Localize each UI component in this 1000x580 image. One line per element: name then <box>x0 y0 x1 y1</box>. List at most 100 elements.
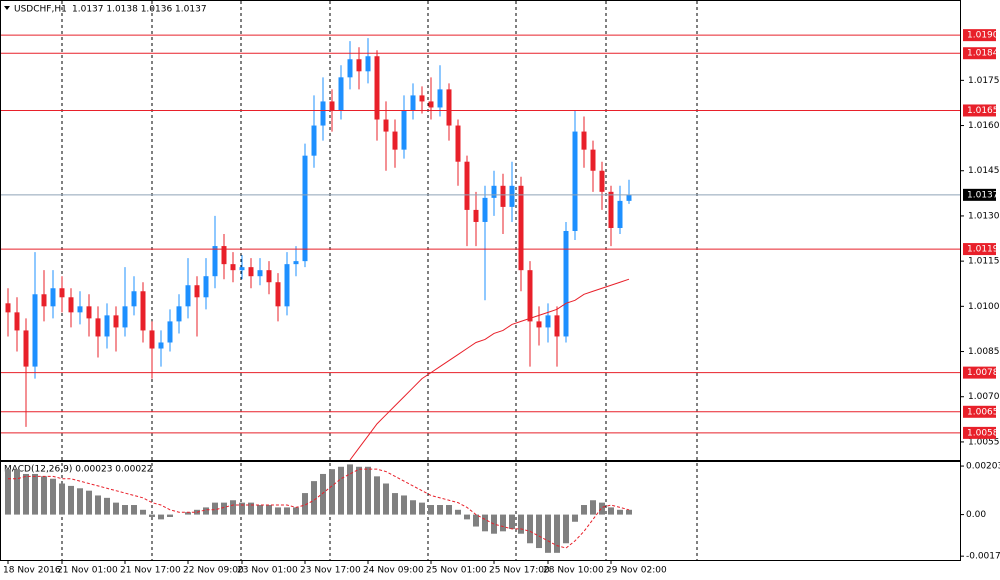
candle-body <box>383 119 389 132</box>
last-price-tag <box>963 188 996 201</box>
macd-bar <box>284 507 290 515</box>
main-frame <box>0 0 961 461</box>
macd-bar <box>167 514 173 517</box>
macd-bar <box>392 493 398 515</box>
macd-bar <box>221 502 227 515</box>
y-tick-label: 1.0055 <box>968 437 1000 447</box>
level-label: 1.0058 <box>967 428 999 438</box>
x-tick-label: 22 Nov 09:00 <box>183 566 244 576</box>
x-tick-label: 25 Nov 17:00 <box>489 566 550 576</box>
macd-bar <box>311 481 317 515</box>
candle-body <box>266 270 272 283</box>
macd-bar <box>347 464 353 515</box>
macd-bar <box>95 495 101 515</box>
candle-body <box>140 291 146 331</box>
macd-bar <box>14 469 20 515</box>
candle-body <box>167 321 173 343</box>
level-tag <box>963 29 996 42</box>
macd-bar <box>266 505 272 515</box>
x-tick-label: 21 Nov 17:00 <box>120 566 181 576</box>
x-tick-label: 25 Nov 01:00 <box>426 566 487 576</box>
candle-body <box>392 131 398 150</box>
x-tick-label: 28 Nov 10:00 <box>543 566 604 576</box>
macd-bar <box>239 502 245 515</box>
candle-body <box>23 330 29 367</box>
macd-bar <box>302 493 308 515</box>
level-label: 1.0078 <box>967 368 999 378</box>
macd-bar <box>527 514 533 544</box>
y-tick-label: 1.0145 <box>968 166 1000 176</box>
macd-bar <box>536 514 542 549</box>
candle-body <box>473 209 479 222</box>
macd-signal <box>8 468 630 549</box>
candle-body <box>608 191 614 228</box>
macd-bar <box>104 497 110 515</box>
macd-bar <box>5 469 11 515</box>
candle-body <box>554 315 560 337</box>
candle-body <box>491 185 497 198</box>
candle-body <box>365 56 371 72</box>
candle-body <box>311 125 317 156</box>
macd-bar <box>338 466 344 515</box>
macd-bar <box>329 469 335 515</box>
level-label: 1.0184 <box>967 49 999 59</box>
candle-body <box>581 131 587 150</box>
macd-bar <box>509 514 515 529</box>
macd-bar <box>473 514 479 527</box>
level-tag <box>963 366 996 379</box>
level-label: 1.0119 <box>967 245 999 255</box>
macd-bar <box>50 478 56 515</box>
candle-body <box>536 321 542 328</box>
candle-body <box>545 315 551 328</box>
candle-body <box>185 285 191 307</box>
candle-body <box>401 110 407 150</box>
candle-body <box>428 101 434 108</box>
candle-body <box>230 264 236 271</box>
candle-body <box>626 194 632 201</box>
macd-bar <box>77 488 83 515</box>
macd-bar <box>482 514 488 532</box>
candle-body <box>41 294 47 307</box>
candle-body <box>122 306 128 328</box>
macd-bar <box>59 483 65 515</box>
macd-bar <box>590 500 596 515</box>
macd-bar <box>455 509 461 515</box>
macd-bar <box>158 514 164 520</box>
macd-bar <box>419 502 425 515</box>
candle-body <box>5 303 11 313</box>
candle-body <box>248 267 254 277</box>
x-tick-label: 23 Nov 01:00 <box>237 566 298 576</box>
menu-arrow[interactable] <box>4 6 10 10</box>
candle-body <box>446 89 452 126</box>
chart-title: USDCHF,H1 <box>14 5 67 15</box>
price-panel <box>5 38 632 460</box>
macd-bar <box>122 505 128 515</box>
candle-body <box>203 276 209 298</box>
macd-y-tick-label: 0.00 <box>966 510 986 520</box>
candle-body <box>374 56 380 120</box>
macd-bar <box>203 507 209 515</box>
candle-body <box>302 155 308 262</box>
macd-bar <box>410 500 416 515</box>
macd-bar <box>545 514 551 553</box>
macd-bar <box>608 507 614 515</box>
candle-body <box>59 288 65 298</box>
macd-bar <box>500 514 506 532</box>
macd-bar <box>626 509 632 515</box>
level-tag <box>963 243 996 256</box>
candle-body <box>68 297 74 313</box>
candle-body <box>437 89 443 108</box>
macd-bar <box>41 476 47 515</box>
macd-bar <box>275 507 281 515</box>
macd-bar <box>248 502 254 515</box>
macd-frame <box>0 461 961 561</box>
macd-y-tick-label: 0.00203 <box>966 462 1000 472</box>
level-label: 1.0165 <box>967 106 999 116</box>
candle-body <box>338 77 344 111</box>
macd-bar <box>23 473 29 515</box>
y-tick-label: 1.0160 <box>968 121 1000 131</box>
candle-body <box>590 149 596 171</box>
candle-body <box>563 231 569 337</box>
candle-body <box>257 270 263 277</box>
macd-bar <box>617 509 623 515</box>
